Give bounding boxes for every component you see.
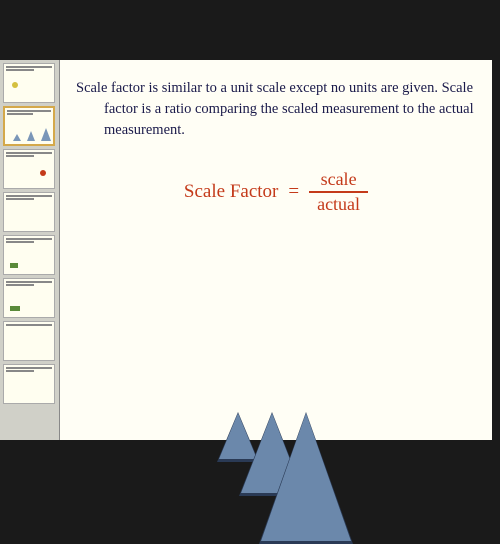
denominator: actual <box>309 193 368 215</box>
thumbnail-panel <box>0 60 60 440</box>
slide-thumbnail[interactable] <box>3 235 55 275</box>
formula-label: Scale Factor <box>184 181 278 203</box>
slide-thumbnail[interactable] <box>3 63 55 103</box>
slide-thumbnail[interactable] <box>3 149 55 189</box>
numerator: scale <box>313 169 365 191</box>
body-line-1: Scale factor is similar to a unit scale … <box>76 80 399 96</box>
fraction: scale actual <box>309 169 368 215</box>
slide-thumbnail[interactable] <box>3 106 55 146</box>
slide-thumbnail[interactable] <box>3 278 55 318</box>
scale-factor-formula: Scale Factor = scale actual <box>76 169 476 215</box>
slide-thumbnail[interactable] <box>3 364 55 404</box>
main-slide: Scale factor is similar to a unit scale … <box>60 60 500 440</box>
slide-thumbnail[interactable] <box>3 192 55 232</box>
slide-thumbnail[interactable] <box>3 321 55 361</box>
presentation-viewport: Scale factor is similar to a unit scale … <box>0 60 500 440</box>
equals-sign: = <box>288 181 299 203</box>
slide-body-text: Scale factor is similar to a unit scale … <box>76 78 476 141</box>
